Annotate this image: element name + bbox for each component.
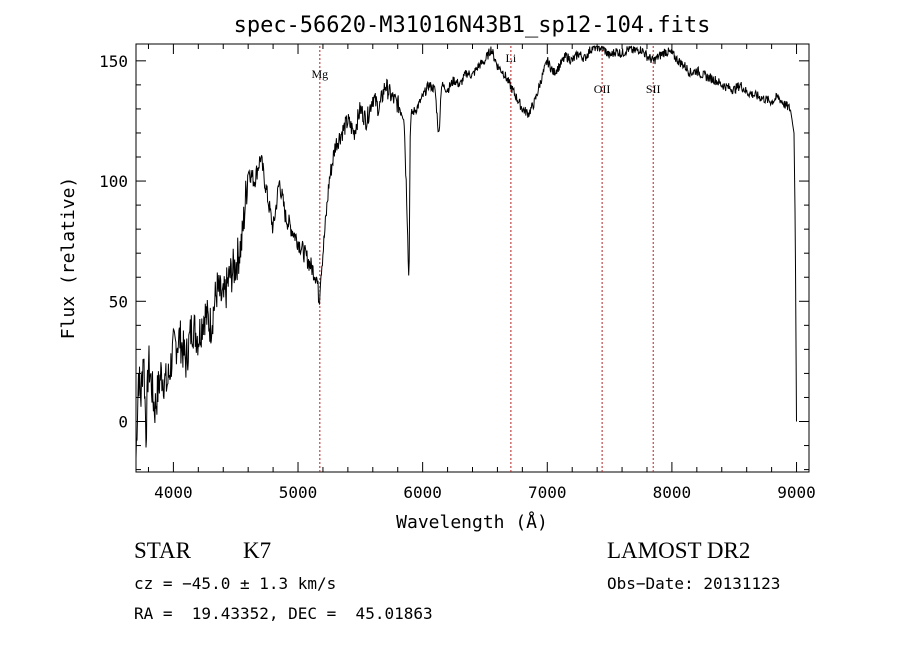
spectrum-line: [135, 45, 797, 459]
line-markers: Mg Li OII SII: [311, 46, 661, 472]
redshift-velocity: cz = −45.0 ± 1.3 km/s: [134, 574, 337, 593]
y-tick-label: 50: [109, 292, 128, 311]
chart-title: spec-56620-M31016N43B1_sp12-104.fits: [234, 13, 711, 38]
x-tick-label: 9000: [777, 483, 816, 502]
object-class: STAR: [134, 538, 191, 563]
y-tick-label: 150: [99, 52, 128, 71]
spectrum-series: [135, 45, 797, 459]
survey-name: LAMOST DR2: [607, 538, 751, 563]
marker-label: Mg: [311, 67, 328, 81]
x-tick-label: 4000: [154, 483, 193, 502]
marker-label: Li: [506, 51, 517, 65]
x-tick-label: 7000: [528, 483, 567, 502]
marker-label: OII: [594, 82, 611, 96]
x-tick-label: 5000: [279, 483, 318, 502]
marker-label: SII: [646, 82, 661, 96]
y-tick-label: 0: [118, 413, 128, 432]
y-axis-label: Flux (relative): [58, 177, 79, 340]
y-axis: 0 50 100 150: [99, 52, 809, 471]
object-subclass: K7: [243, 538, 272, 563]
plot-frame: [135, 43, 810, 473]
x-tick-label: 6000: [403, 483, 442, 502]
x-axis: 4000 5000 6000 7000 8000 9000: [147, 44, 816, 502]
sky-coordinates: RA = 19.43352, DEC = 45.01863: [134, 604, 433, 623]
y-tick-label: 100: [99, 172, 128, 191]
observation-date: Obs−Date: 20131123: [607, 574, 781, 593]
x-axis-label: Wavelength (Å): [396, 511, 548, 533]
x-tick-label: 8000: [653, 483, 692, 502]
